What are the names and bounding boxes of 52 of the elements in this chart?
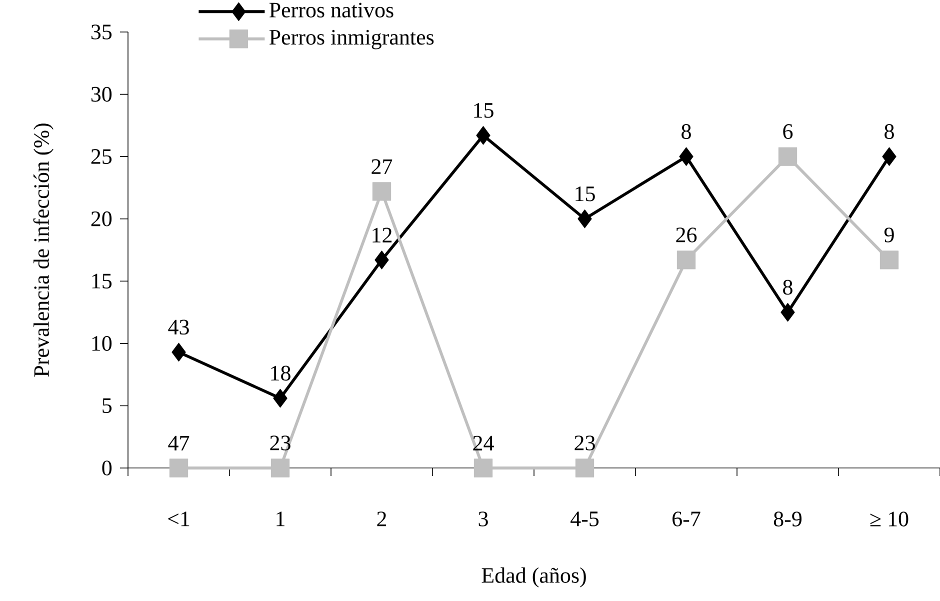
point: [882, 147, 896, 166]
annotation: 15: [576, 186, 595, 202]
annotation: 43: [168, 320, 189, 335]
y-tick-label: 35: [91, 24, 112, 40]
point: [476, 126, 490, 145]
point: [780, 302, 795, 322]
x-tick-label: <1: [168, 512, 190, 526]
point: [880, 250, 899, 270]
x-tick-label: ≥ 10: [870, 512, 908, 526]
annotation: 8: [884, 124, 894, 139]
annotation: 23: [270, 436, 290, 450]
annotation: 26: [676, 228, 697, 242]
point: [270, 458, 290, 478]
point: [676, 250, 696, 270]
point: [374, 250, 389, 270]
point: [474, 458, 493, 478]
annotation: 8: [783, 280, 792, 295]
annotation: 9: [884, 228, 894, 242]
point: [679, 147, 694, 166]
x-tick-label: 8-9: [774, 512, 802, 526]
y-tick-label: 5: [102, 398, 112, 414]
point: [778, 147, 798, 166]
y-tick-label: 20: [91, 211, 112, 226]
y-tick-label: 30: [91, 86, 112, 102]
point: [169, 458, 188, 478]
annotation: 8: [682, 124, 691, 139]
legend-label: Perros nativos: [269, 2, 394, 18]
y-tick-label: 15: [92, 274, 112, 289]
annotation: 23: [574, 436, 595, 450]
annotation: 47: [168, 436, 190, 450]
annotation: 15: [474, 103, 494, 118]
point: [172, 342, 186, 362]
point: [578, 210, 592, 228]
point: [273, 388, 288, 408]
annotation: 27: [372, 159, 392, 174]
annotation: 12: [372, 228, 392, 242]
y-axis-title: Prevalencia de infección (%): [33, 124, 54, 377]
x-axis-title: Edad (años): [482, 567, 586, 588]
annotation: 18: [271, 366, 290, 381]
annotation: 6: [783, 124, 793, 139]
x-tick-label: 4-5: [570, 512, 599, 526]
x-tick-label: 3: [478, 512, 488, 526]
annotation: 24: [473, 436, 494, 450]
point: [372, 182, 392, 201]
y-tick-label: 25: [91, 149, 112, 164]
y-tick-label: 0: [102, 460, 112, 476]
x-tick-label: 1: [276, 512, 284, 526]
y-tick-label: 10: [92, 336, 112, 351]
point: [575, 458, 594, 478]
x-tick-label: 6-7: [672, 512, 700, 526]
legend-label: Perros inmigrantes: [269, 30, 434, 50]
x-tick-label: 2: [377, 512, 386, 526]
